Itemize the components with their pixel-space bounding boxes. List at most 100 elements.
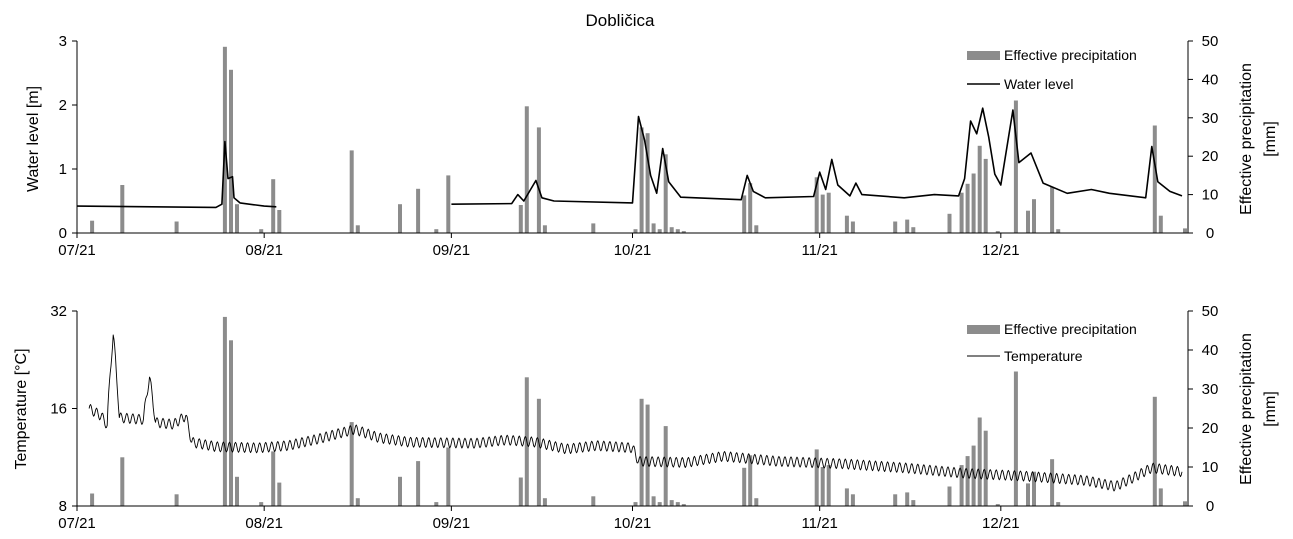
precipitation-bar — [1032, 199, 1036, 233]
precipitation-bar — [416, 188, 421, 233]
precipitation-bar — [681, 504, 686, 506]
precipitation-bar — [657, 502, 662, 506]
precipitation-bar — [542, 498, 547, 506]
precipitation-bar — [669, 500, 674, 506]
legend-precip-swatch-2 — [967, 325, 1000, 334]
precipitation-bar — [850, 221, 855, 233]
precipitation-bar — [850, 494, 855, 506]
precip-ylabel-top-unit: [mm] — [1262, 121, 1279, 157]
precipitation-bar — [398, 204, 402, 233]
precipitation-bar — [965, 183, 970, 233]
x-tick-label: 08/21 — [245, 242, 283, 259]
precipitation-bar — [633, 502, 638, 506]
y-tick-label-left: 3 — [59, 33, 67, 50]
precipitation-bar — [446, 447, 451, 506]
precip-ylabel-bottom: Effective precipitation — [1238, 333, 1255, 485]
precipitation-bar — [844, 488, 849, 506]
precipitation-bar — [657, 229, 662, 233]
precipitation-bar — [645, 133, 650, 233]
precipitation-bar — [748, 455, 753, 506]
precipitation-bar — [524, 106, 529, 233]
precipitation-bar — [542, 225, 547, 233]
precipitation-bar — [1158, 215, 1163, 233]
precipitation-bar — [814, 177, 819, 233]
precipitation-bar — [446, 175, 451, 233]
precipitation-bar — [814, 449, 819, 506]
legend-precip-label: Effective precipitation — [1004, 47, 1137, 63]
precipitation-bar — [983, 430, 988, 506]
water-level-line — [76, 107, 1183, 209]
legend-bottom: Effective precipitation Temperature — [967, 321, 1137, 364]
precipitation-bar — [639, 398, 644, 507]
precipitation-bar — [235, 476, 239, 507]
precipitation-bar — [754, 498, 759, 506]
water-level-trace — [76, 140, 277, 209]
precipitation-bar — [174, 494, 179, 506]
precipitation-bar — [349, 422, 354, 506]
precipitation-bar — [1152, 396, 1157, 506]
y-tick-label-right: 40 — [1202, 71, 1219, 88]
precipitation-bar — [651, 223, 656, 233]
precipitation-bar — [947, 213, 952, 233]
y-tick-label-right: 0 — [1206, 498, 1214, 515]
y-tick-label-left: 16 — [50, 401, 67, 418]
precipitation-bar — [355, 498, 360, 506]
precipitation-bar — [911, 500, 916, 506]
precipitation-bar — [826, 192, 831, 233]
precipitation-bar — [742, 467, 747, 506]
x-tick-label: 10/21 — [614, 515, 652, 532]
precipitation-bar — [754, 225, 759, 233]
temperature-panel: 8 16 32 0 10 20 30 40 50 07/21 08/21 09/21 10/21 11/2… — [13, 303, 1279, 532]
x-tick-label: 07/21 — [58, 515, 96, 532]
precipitation-bar — [675, 229, 680, 233]
water-level-trace — [451, 107, 1183, 205]
precipitation-bar — [911, 227, 916, 233]
precipitation-bar — [748, 183, 753, 233]
precipitation-bar — [893, 221, 898, 233]
y-tick-label-right: 10 — [1202, 187, 1219, 204]
precipitation-bar — [971, 173, 976, 233]
legend-temperature-label: Temperature — [1004, 348, 1083, 364]
x-tick-label: 10/21 — [614, 242, 652, 259]
precipitation-bar — [1013, 100, 1018, 233]
precipitation-bar — [983, 158, 988, 233]
precipitation-bar — [826, 465, 831, 506]
x-tick-label: 08/21 — [245, 515, 283, 532]
precipitation-bar — [633, 229, 638, 233]
x-tick-label: 09/21 — [433, 515, 471, 532]
precipitation-bar — [977, 417, 982, 506]
precipitation-bar — [995, 504, 1000, 506]
precipitation-bars — [90, 46, 1187, 233]
figure-title: Dobličica — [586, 11, 656, 30]
precipitation-bar — [1158, 488, 1163, 506]
x-tick-label: 07/21 — [58, 242, 96, 259]
precipitation-bar — [905, 492, 910, 506]
precipitation-bar — [536, 398, 541, 507]
precipitation-bar — [959, 465, 964, 506]
precipitation-bar — [235, 204, 239, 233]
precipitation-bar — [229, 69, 233, 233]
precipitation-bar — [893, 494, 898, 506]
precipitation-bar — [271, 451, 276, 506]
precipitation-bar — [669, 227, 674, 233]
legend-top: Effective precipitation Water level — [967, 47, 1137, 92]
precipitation-bar — [1152, 125, 1157, 233]
temperature-trace — [88, 334, 1183, 492]
precipitation-bar — [259, 502, 264, 506]
y-tick-label-left: 1 — [59, 161, 67, 178]
precipitation-bar — [398, 476, 402, 507]
temperature-ylabel: Temperature [°C] — [13, 348, 30, 469]
precipitation-bar — [1056, 229, 1061, 233]
legend-water-level-label: Water level — [1004, 76, 1074, 92]
precipitation-bar — [959, 192, 964, 233]
precipitation-bar — [905, 219, 910, 233]
precipitation-bar — [1183, 228, 1187, 233]
precipitation-bar — [651, 496, 656, 507]
precipitation-bar — [518, 477, 523, 506]
precipitation-bar — [518, 205, 523, 233]
precipitation-bar — [416, 461, 421, 506]
precipitation-bar — [1026, 210, 1030, 233]
precipitation-bar — [259, 229, 264, 233]
